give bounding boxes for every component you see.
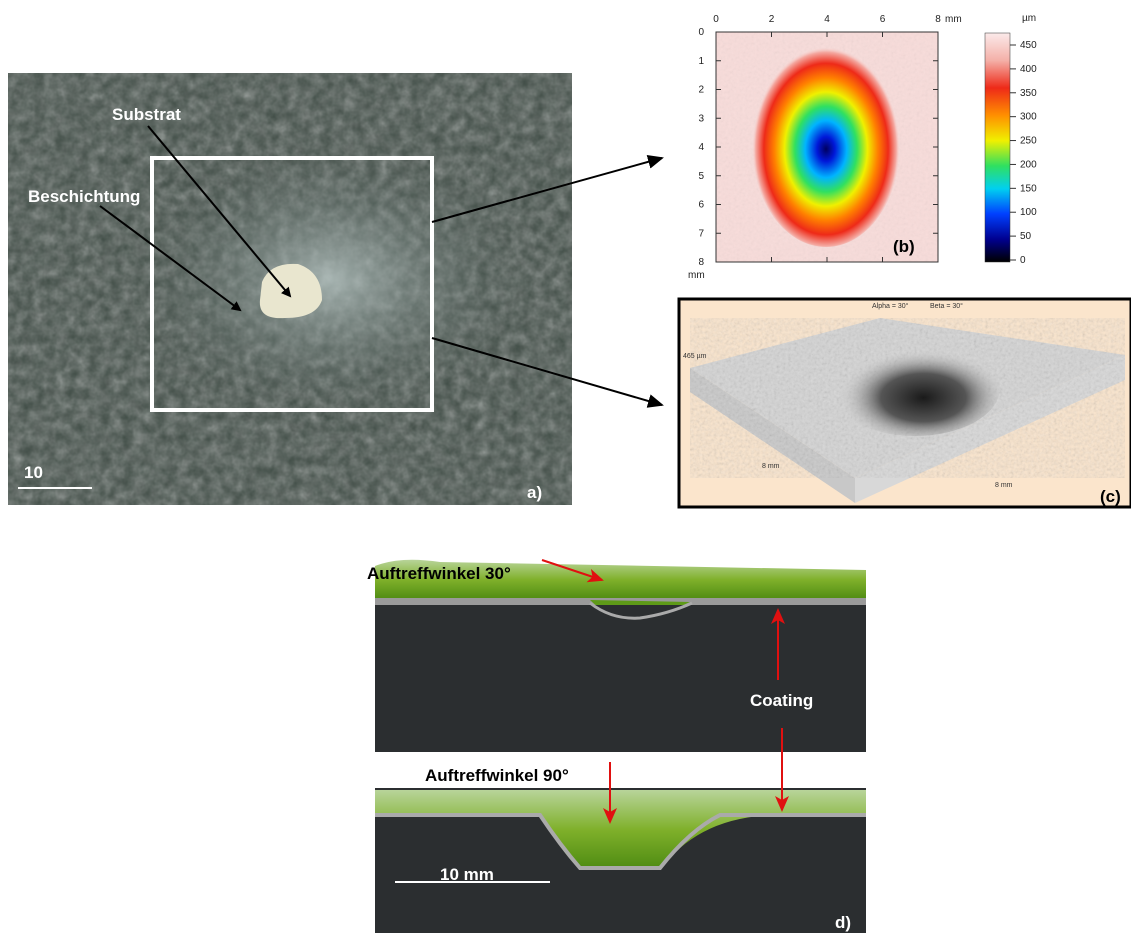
y-tick-label: 0 (698, 27, 704, 38)
colorbar-tick-label: 350 (1020, 88, 1037, 99)
colorbar (984, 32, 1011, 263)
roi-box (150, 156, 434, 412)
beta: Beta = 30° (930, 302, 963, 310)
colorbar-tick-label: 300 (1020, 112, 1037, 123)
heatmap-blob (752, 43, 900, 247)
substrate-top (375, 605, 866, 752)
colorbar-unit: µm (1022, 13, 1036, 24)
coating-label: Beschichtung (28, 187, 140, 206)
y-tick-label: 8 (698, 257, 704, 268)
substrate-label: Substrat (112, 105, 181, 124)
alpha: Alpha = 30° (872, 302, 909, 310)
coating-label: Coating (750, 691, 813, 710)
panel-a: Substrat Beschichtung 10 a) (8, 73, 572, 505)
colorbar-tick-label: 100 (1020, 207, 1037, 218)
y-tick-label: 7 (698, 228, 704, 239)
arrow (541, 559, 604, 583)
colorbar-tick-label: 0 (1020, 255, 1026, 266)
coating-top (375, 559, 866, 600)
panel-b: µm mm mm (b) 0 2 4 6 8 0 1 2 3 4 5 6 7 8 450 400 350 300 2… (688, 13, 1037, 281)
x-tick-label: 6 (880, 14, 886, 25)
crater (830, 340, 1000, 436)
y-tick-label: 5 (698, 171, 704, 182)
scale-label: 10 (24, 463, 43, 482)
slab-side (855, 355, 1125, 503)
y-tick-label: 3 (698, 113, 704, 124)
panel-label: a) (527, 483, 542, 502)
y-tick-label: 6 (698, 200, 704, 211)
angle-30: Auftreffwinkel 30° (367, 564, 511, 583)
dent-edge (589, 601, 693, 620)
arrow (431, 155, 664, 223)
angle-90: Auftreffwinkel 90° (425, 766, 569, 785)
panel-label: (c) (1100, 487, 1121, 506)
x-tick-label: 2 (769, 14, 775, 25)
y-tick-label: 2 (698, 85, 704, 96)
panel-d: 10 mm d) Auftreffwinkel 30° Auftreffwink… (367, 559, 866, 933)
panel-label: d) (835, 913, 851, 932)
y-length: 8 mm (995, 482, 1013, 489)
y-tick-label: 1 (698, 56, 704, 67)
arrow (431, 337, 664, 408)
panel-c: Alpha = 30° Beta = 30° 465 µm 8 mm 8 mm … (677, 297, 1131, 509)
colorbar-tick-label: 450 (1020, 40, 1037, 51)
height: 465 µm (683, 353, 707, 360)
edge (375, 813, 866, 870)
x-length: 8 mm (762, 463, 780, 470)
y-tick-label: 4 (698, 142, 704, 153)
x-tick-label: 8 (935, 14, 941, 25)
colorbar-tick-label: 250 (1020, 136, 1037, 147)
arrow (147, 125, 292, 298)
coating-bottom (375, 790, 866, 870)
y-unit: mm (688, 270, 705, 281)
colorbar-tick-label: 150 (1020, 183, 1037, 194)
x-tick-label: 4 (824, 14, 830, 25)
glow (140, 150, 520, 410)
x-unit: mm (945, 14, 962, 25)
x-tick-label: 0 (713, 14, 719, 25)
colorbar-tick-label: 200 (1020, 159, 1037, 170)
arrow (99, 205, 242, 312)
panel-label: (b) (893, 237, 915, 256)
scale-label: 10 mm (440, 865, 494, 884)
colorbar-tick-label: 50 (1020, 231, 1032, 242)
slab-side (690, 368, 855, 503)
colorbar-tick-label: 400 (1020, 64, 1037, 75)
